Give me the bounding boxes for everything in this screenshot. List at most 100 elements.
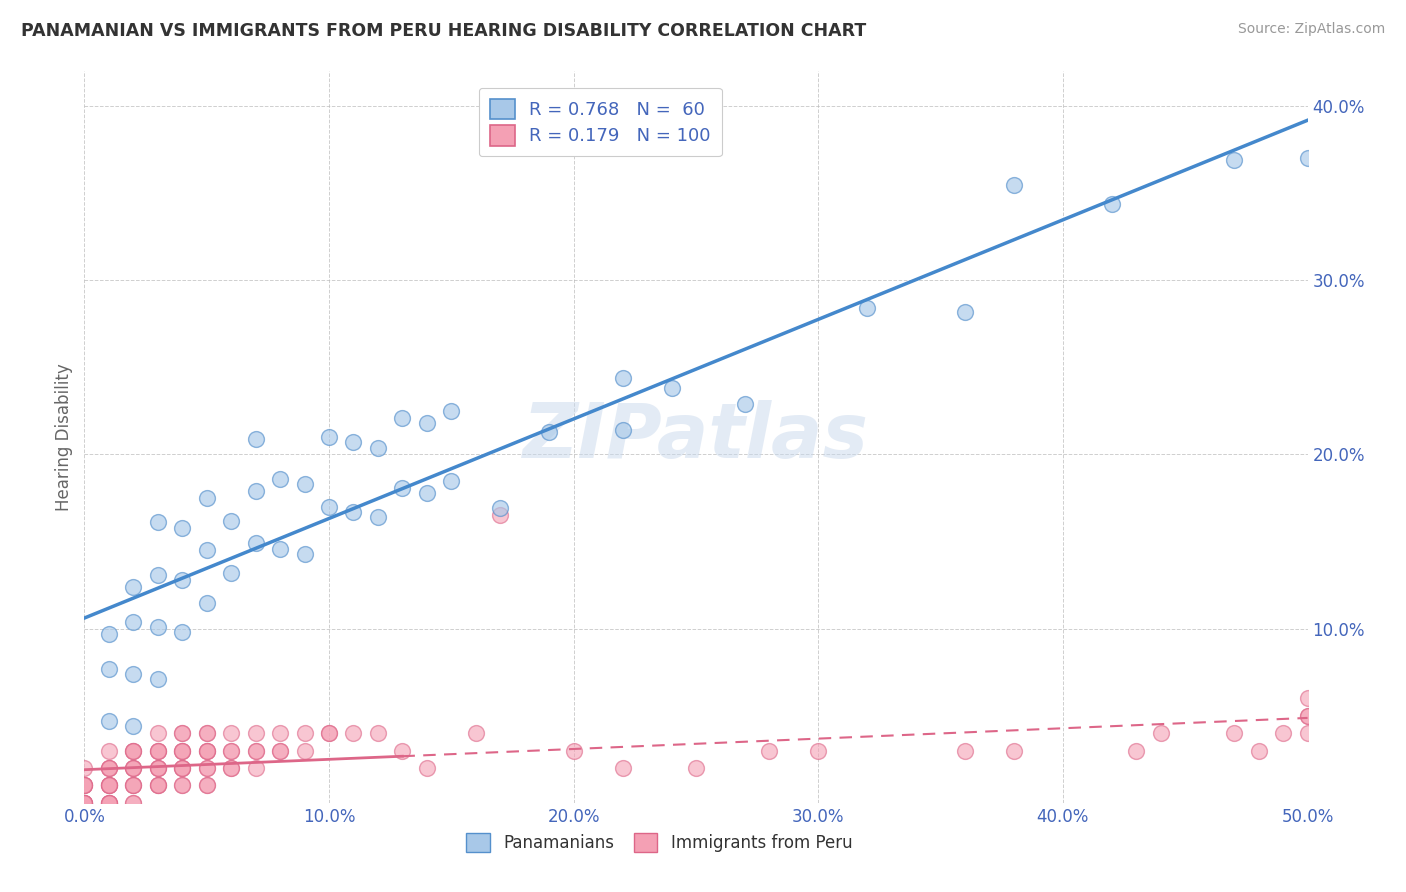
Point: [1125, 743, 1147, 757]
Point: [97, 627, 120, 641]
Point: [245, 536, 267, 550]
Point: [97, 743, 120, 757]
Point: [195, 743, 218, 757]
Point: [146, 761, 169, 775]
Point: [856, 301, 879, 316]
Point: [97, 796, 120, 810]
Point: [97, 796, 120, 810]
Point: [1296, 726, 1319, 740]
Point: [612, 761, 634, 775]
Point: [269, 472, 291, 486]
Point: [97, 714, 120, 728]
Point: [146, 743, 169, 757]
Point: [195, 761, 218, 775]
Point: [146, 761, 169, 775]
Point: [416, 485, 439, 500]
Point: [172, 761, 194, 775]
Point: [73, 796, 96, 810]
Point: [612, 371, 634, 385]
Point: [172, 573, 194, 587]
Point: [195, 726, 218, 740]
Point: [1002, 178, 1025, 192]
Point: [219, 743, 242, 757]
Point: [146, 743, 169, 757]
Point: [219, 761, 242, 775]
Point: [807, 743, 830, 757]
Point: [172, 726, 194, 740]
Point: [440, 474, 463, 488]
Point: [416, 416, 439, 430]
Point: [367, 510, 389, 524]
Point: [391, 481, 413, 495]
Point: [464, 726, 486, 740]
Text: PANAMANIAN VS IMMIGRANTS FROM PERU HEARING DISABILITY CORRELATION CHART: PANAMANIAN VS IMMIGRANTS FROM PERU HEARI…: [21, 22, 866, 40]
Point: [172, 726, 194, 740]
Point: [1296, 708, 1319, 723]
Point: [1002, 743, 1025, 757]
Point: [172, 778, 194, 792]
Point: [294, 477, 316, 491]
Point: [97, 761, 120, 775]
Point: [245, 761, 267, 775]
Legend: Panamanians, Immigrants from Peru: Panamanians, Immigrants from Peru: [458, 824, 860, 860]
Point: [146, 620, 169, 634]
Point: [1272, 726, 1295, 740]
Text: Source: ZipAtlas.com: Source: ZipAtlas.com: [1237, 22, 1385, 37]
Point: [245, 743, 267, 757]
Point: [97, 778, 120, 792]
Point: [219, 726, 242, 740]
Point: [269, 541, 291, 556]
Point: [195, 726, 218, 740]
Point: [146, 761, 169, 775]
Point: [73, 796, 96, 810]
Point: [269, 726, 291, 740]
Point: [367, 441, 389, 455]
Point: [219, 514, 242, 528]
Point: [73, 761, 96, 775]
Point: [97, 662, 120, 676]
Point: [245, 743, 267, 757]
Point: [146, 743, 169, 757]
Point: [342, 505, 364, 519]
Point: [219, 566, 242, 580]
Point: [73, 778, 96, 792]
Point: [122, 743, 145, 757]
Point: [195, 743, 218, 757]
Point: [269, 743, 291, 757]
Point: [489, 508, 512, 523]
Point: [122, 667, 145, 681]
Point: [73, 796, 96, 810]
Point: [122, 719, 145, 733]
Point: [318, 726, 340, 740]
Point: [172, 625, 194, 640]
Point: [269, 743, 291, 757]
Point: [122, 761, 145, 775]
Point: [245, 432, 267, 446]
Point: [294, 726, 316, 740]
Point: [562, 743, 585, 757]
Point: [146, 778, 169, 792]
Point: [1150, 726, 1173, 740]
Point: [195, 543, 218, 558]
Point: [97, 761, 120, 775]
Point: [122, 743, 145, 757]
Point: [195, 761, 218, 775]
Point: [122, 761, 145, 775]
Point: [146, 726, 169, 740]
Point: [391, 743, 413, 757]
Point: [245, 484, 267, 499]
Point: [416, 761, 439, 775]
Point: [734, 397, 756, 411]
Point: [172, 743, 194, 757]
Point: [122, 796, 145, 810]
Point: [73, 778, 96, 792]
Point: [538, 425, 561, 439]
Point: [318, 500, 340, 514]
Point: [758, 743, 780, 757]
Point: [953, 304, 976, 318]
Point: [1296, 152, 1319, 166]
Point: [367, 726, 389, 740]
Point: [1296, 708, 1319, 723]
Point: [1223, 153, 1246, 168]
Point: [195, 743, 218, 757]
